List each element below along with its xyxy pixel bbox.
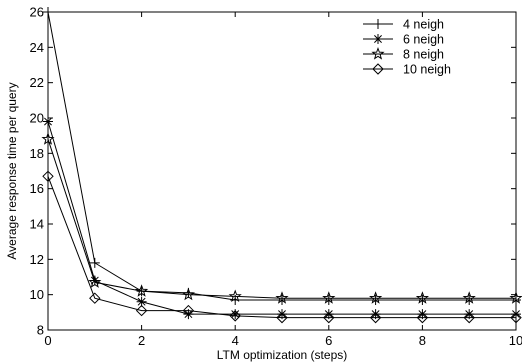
data-point [416,311,429,324]
y-tick-label: 18 [30,146,44,161]
x-tick-label: 2 [138,333,145,348]
y-tick-label: 24 [30,40,44,55]
legend-item: 8 neigh [363,47,444,62]
data-point [369,291,383,304]
legend-label: 4 neigh [403,18,444,32]
y-tick-label: 14 [30,217,44,232]
x-axis-label: LTM optimization (steps) [217,348,347,362]
y-axis-label: Average response time per query [5,82,19,259]
data-point [463,311,475,324]
data-point [181,287,195,301]
data-point [228,289,242,303]
data-point [229,310,241,322]
data-point [415,291,429,304]
data-point [88,275,102,288]
legend-item: 6 neigh [363,33,444,47]
data-point [182,304,195,317]
series-line [47,139,516,299]
legend-marker [372,63,384,75]
data-point [136,296,147,307]
data-point [43,116,53,127]
data-point [230,309,241,320]
series-layer [41,7,522,324]
data-point [510,311,522,324]
y-tick-label: 12 [30,252,44,267]
y-tick-label: 22 [30,75,44,90]
data-point [135,304,148,317]
data-point [89,257,100,268]
series-3 [41,132,522,304]
x-axis-ticks: 0 2 4 6 8 10 [44,12,522,348]
legend-marker [371,47,385,60]
x-tick-label: 6 [325,333,332,348]
data-point [509,291,522,304]
data-point [417,309,428,320]
data-point [135,284,149,297]
legend-label: 10 neigh [403,63,451,77]
series-4 [42,170,522,324]
data-point [275,291,289,304]
x-tick-label: 4 [232,333,239,348]
x-tick-label: 8 [419,333,426,348]
data-point [41,132,55,145]
y-tick-label: 8 [37,323,44,338]
y-tick-label: 16 [30,181,44,196]
y-axis-ticks: 8 10 12 14 16 18 20 22 24 26 [30,5,516,338]
legend-marker [373,34,383,44]
y-tick-label: 20 [30,111,44,126]
data-point [370,309,381,320]
data-point [183,309,194,320]
data-point [277,309,287,320]
plot-area [47,11,517,331]
legend-item: 4 neigh [363,18,444,32]
data-point [276,311,288,324]
legend-marker [373,19,383,29]
data-point [89,292,101,304]
data-point [322,291,336,304]
data-point [464,309,475,320]
legend-label: 6 neigh [403,33,444,47]
x-tick-label: 0 [44,333,51,348]
data-point [323,309,334,320]
data-point [511,309,521,320]
data-point [89,275,100,286]
data-point [369,311,382,324]
data-point [462,291,476,304]
series-2 [43,116,521,320]
data-point [323,311,335,324]
data-point [43,7,53,17]
data-point [42,170,54,183]
legend-item: 10 neigh [363,63,451,77]
y-tick-label: 10 [30,287,44,302]
legend-label: 8 neigh [403,48,444,62]
y-tick-label: 26 [30,5,44,20]
x-tick-label: 10 [509,333,522,348]
series-line [47,176,516,319]
